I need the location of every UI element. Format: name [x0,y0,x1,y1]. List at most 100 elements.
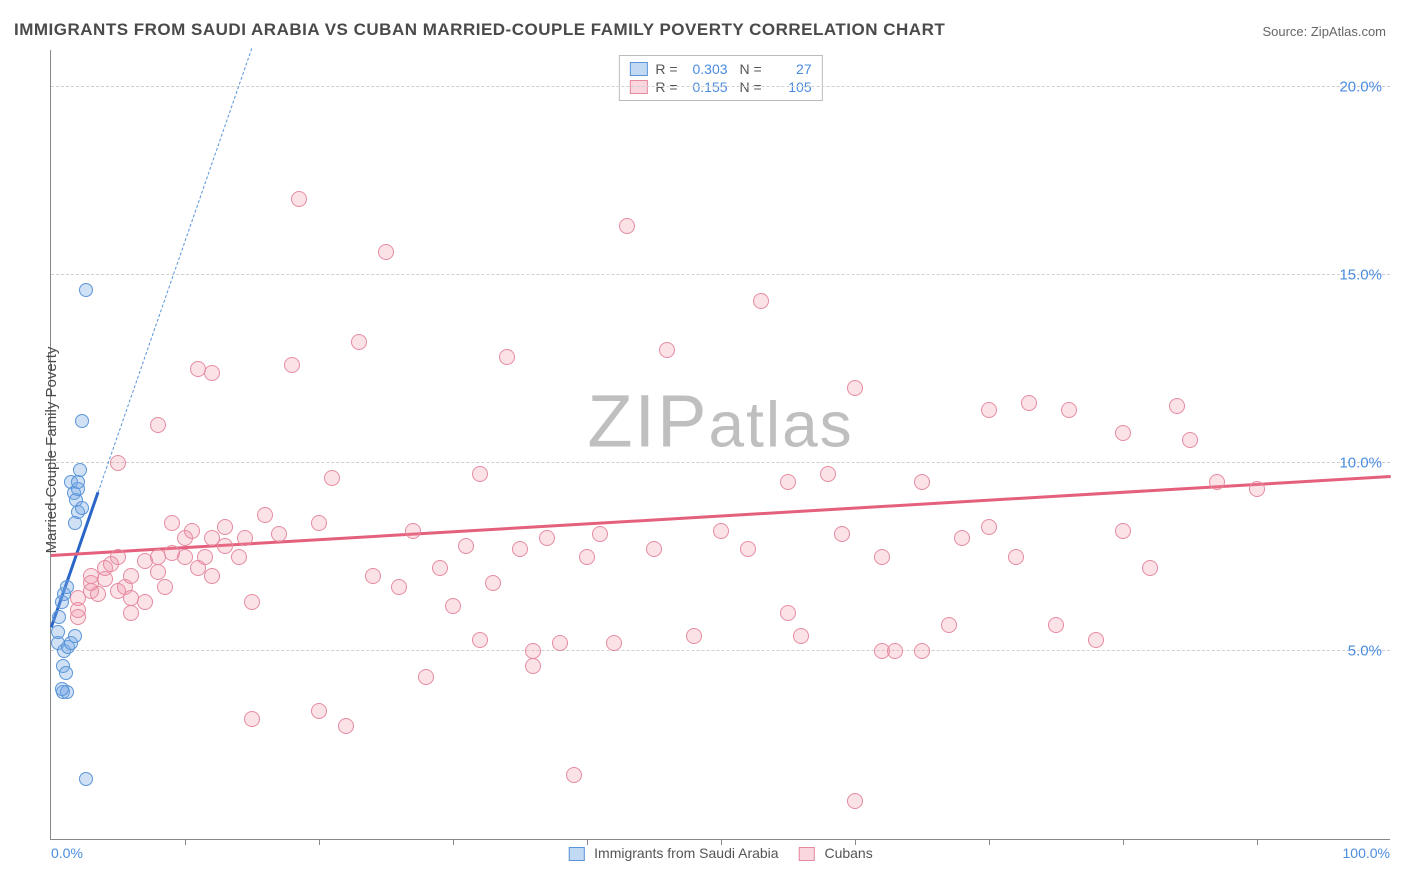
n-value-cuban: 105 [770,79,812,95]
data-point [237,530,253,546]
data-point [1182,432,1198,448]
data-point [606,635,622,651]
data-point [52,610,66,624]
data-point [197,549,213,565]
data-point [338,718,354,734]
data-point [485,575,501,591]
data-point [619,218,635,234]
data-point [150,564,166,580]
n-label: N = [736,61,762,77]
data-point [244,594,260,610]
gridline [51,650,1390,651]
data-point [110,455,126,471]
data-point [847,793,863,809]
data-point [79,283,93,297]
data-point [445,598,461,614]
data-point [184,523,200,539]
series-legend: Immigrants from Saudi Arabia Cubans [568,845,872,861]
data-point [217,538,233,554]
data-point [311,515,327,531]
data-point [981,402,997,418]
x-tick [855,839,856,845]
chart-title: IMMIGRANTS FROM SAUDI ARABIA VS CUBAN MA… [14,20,945,40]
data-point [217,519,233,535]
data-point [177,549,193,565]
data-point [418,669,434,685]
data-point [525,658,541,674]
data-point [231,549,247,565]
data-point [68,629,82,643]
legend-swatch-pink [629,80,647,94]
data-point [512,541,528,557]
data-point [1169,398,1185,414]
data-point [75,501,89,515]
watermark-text: ZIPatlas [587,378,853,463]
data-point [157,579,173,595]
legend-row-saudi: R = 0.303 N = 27 [629,60,811,78]
data-point [75,414,89,428]
data-point [79,772,93,786]
x-axis-start-label: 0.0% [51,845,83,861]
data-point [954,530,970,546]
data-point [686,628,702,644]
gridline [51,86,1390,87]
data-point [753,293,769,309]
data-point [73,463,87,477]
data-point [579,549,595,565]
data-point [1008,549,1024,565]
data-point [204,365,220,381]
legend-item-saudi: Immigrants from Saudi Arabia [568,845,778,861]
r-value-cuban: 0.155 [686,79,728,95]
legend-row-cuban: R = 0.155 N = 105 [629,78,811,96]
r-value-saudi: 0.303 [686,61,728,77]
data-point [1088,632,1104,648]
correlation-legend: R = 0.303 N = 27 R = 0.155 N = 105 [618,55,822,101]
x-tick [989,839,990,845]
trend-line [51,475,1391,556]
data-point [793,628,809,644]
y-tick-label: 10.0% [1339,454,1382,471]
data-point [566,767,582,783]
data-point [1115,523,1131,539]
data-point [646,541,662,557]
data-point [365,568,381,584]
data-point [1249,481,1265,497]
data-point [284,357,300,373]
data-point [51,625,65,639]
y-tick-label: 15.0% [1339,266,1382,283]
x-tick [1123,839,1124,845]
n-value-saudi: 27 [770,61,812,77]
data-point [1021,395,1037,411]
data-point [271,526,287,542]
data-point [874,549,890,565]
data-point [847,380,863,396]
x-axis-end-label: 100.0% [1343,845,1390,861]
n-label: N = [736,79,762,95]
data-point [123,605,139,621]
data-point [150,417,166,433]
data-point [324,470,340,486]
chart-plot-area: ZIPatlas Married-Couple Family Poverty 0… [50,50,1390,840]
data-point [68,516,82,530]
y-tick-label: 20.0% [1339,78,1382,95]
data-point [137,594,153,610]
data-point [539,530,555,546]
data-point [552,635,568,651]
data-point [525,643,541,659]
data-point [941,617,957,633]
y-axis-label: Married-Couple Family Poverty [43,347,60,554]
data-point [820,466,836,482]
data-point [713,523,729,539]
x-tick [1257,839,1258,845]
data-point [378,244,394,260]
x-tick [185,839,186,845]
data-point [432,560,448,576]
data-point [834,526,850,542]
data-point [659,342,675,358]
trend-line [97,48,252,492]
data-point [740,541,756,557]
data-point [291,191,307,207]
legend-item-cuban: Cubans [799,845,873,861]
data-point [914,474,930,490]
x-tick [319,839,320,845]
